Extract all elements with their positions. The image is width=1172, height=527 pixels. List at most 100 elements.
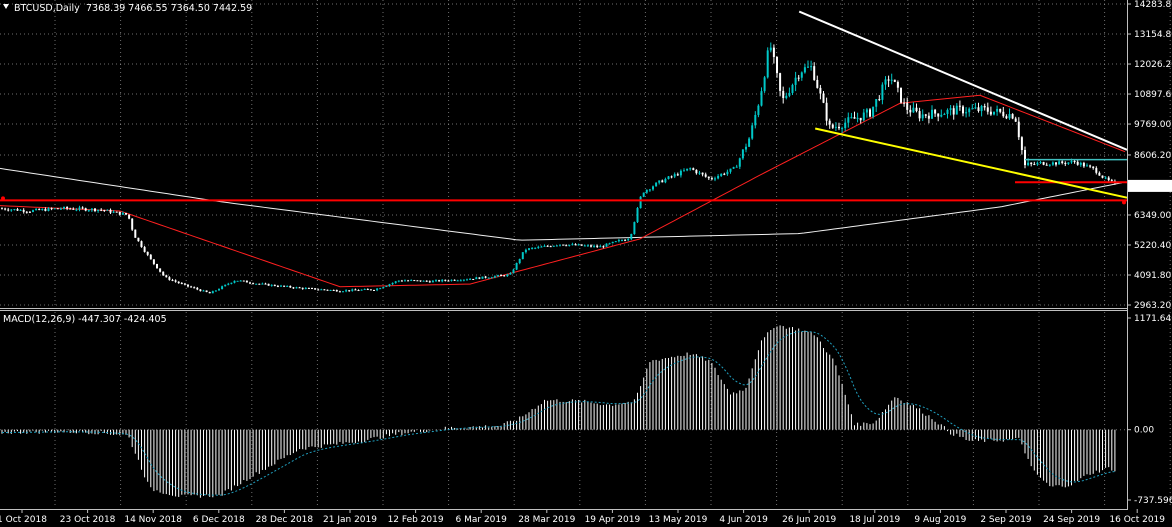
- candle-body: [838, 126, 840, 129]
- candle-body: [239, 280, 242, 282]
- candle-body: [586, 245, 589, 247]
- candle-body: [602, 246, 605, 248]
- candle-body: [968, 108, 971, 113]
- candle-body: [100, 209, 103, 211]
- candle-body: [915, 107, 918, 112]
- candle-body: [642, 192, 645, 197]
- candle-body: [751, 125, 754, 139]
- candle-body: [66, 206, 69, 209]
- candle-body: [447, 280, 450, 282]
- candle-body: [974, 107, 977, 109]
- time-tick-label: 23 Oct 2018: [60, 515, 116, 525]
- candle-body: [878, 99, 881, 101]
- candle-body: [884, 79, 887, 85]
- candle-body: [301, 287, 304, 289]
- candle-body: [1, 208, 3, 210]
- candle-body: [670, 176, 673, 178]
- candle-body: [360, 289, 363, 291]
- candle-body: [596, 245, 599, 247]
- candle-body: [1089, 165, 1092, 167]
- candle-body: [295, 287, 298, 289]
- candle-body: [924, 114, 927, 116]
- collapse-arrow-icon[interactable]: [3, 4, 9, 9]
- candle-body: [524, 249, 527, 253]
- candle-body: [797, 77, 800, 79]
- candle-body: [183, 283, 186, 285]
- candle-body: [776, 56, 778, 74]
- candle-body: [249, 282, 251, 284]
- candle-body: [236, 280, 239, 282]
- time-tick-label: 6 Dec 2018: [193, 515, 245, 525]
- macd-tick-label: 1171.646: [1134, 314, 1172, 324]
- candle-body: [152, 259, 155, 264]
- candle-body: [518, 259, 521, 264]
- candle-body: [627, 239, 630, 241]
- candle-body: [230, 282, 233, 284]
- candle-body: [376, 288, 379, 291]
- candle-body: [937, 113, 940, 117]
- candle-body: [503, 275, 506, 277]
- candle-body: [847, 117, 850, 123]
- candle-body: [500, 275, 503, 277]
- candle-body: [658, 180, 661, 183]
- candle-body: [19, 209, 22, 211]
- candle-body: [509, 273, 512, 275]
- candle-body: [177, 281, 180, 284]
- candle-body: [109, 209, 112, 213]
- candle-body: [583, 245, 586, 247]
- candle-body: [326, 289, 329, 291]
- candle-body: [497, 275, 499, 277]
- candle-body: [844, 122, 847, 129]
- candle-body: [763, 77, 766, 92]
- price-tick-label: 8606.20: [1134, 151, 1171, 161]
- candle-body: [41, 209, 44, 211]
- candle-body: [893, 79, 896, 82]
- candle-body: [782, 90, 785, 99]
- candle-body: [568, 244, 571, 246]
- candle-body: [599, 246, 602, 248]
- candle-body: [872, 106, 875, 117]
- candle-body: [267, 283, 270, 286]
- candle-body: [940, 114, 943, 117]
- price-tick-label: 2963.20: [1134, 301, 1171, 311]
- trend-lines[interactable]: [0, 10, 1128, 205]
- candle-body: [156, 263, 158, 269]
- candle-body: [366, 289, 369, 291]
- candle-body: [363, 289, 366, 291]
- candle-body: [196, 287, 199, 290]
- candle-body: [348, 290, 351, 292]
- candle-body: [137, 237, 140, 242]
- candle-body: [766, 50, 769, 78]
- candle-body: [422, 280, 425, 282]
- time-tick-label: 14 Nov 2018: [124, 515, 182, 525]
- candle-body: [97, 209, 100, 212]
- candle-body: [338, 291, 341, 293]
- candle-body: [270, 284, 273, 286]
- candle-body: [394, 281, 397, 283]
- symbol-label: BTCUSD,Daily: [14, 3, 80, 14]
- candle-body: [214, 290, 217, 292]
- candle-body: [1011, 114, 1014, 119]
- candle-body: [255, 283, 258, 285]
- candle-body: [639, 196, 642, 209]
- candle-body: [490, 277, 493, 279]
- candle-body: [59, 208, 62, 210]
- candle-body: [400, 280, 403, 282]
- candle-body: [971, 108, 974, 110]
- candle-body: [388, 284, 391, 286]
- candle-body: [112, 211, 115, 213]
- candle-body: [1030, 162, 1033, 165]
- candle-body: [397, 280, 400, 282]
- candle-body: [323, 289, 326, 291]
- candle-body: [233, 280, 236, 283]
- candle-body: [853, 117, 856, 119]
- candle-body: [174, 280, 177, 282]
- candle-body: [90, 208, 93, 211]
- last-price-marker: [1128, 179, 1172, 192]
- candle-body: [565, 245, 568, 247]
- candle-body: [16, 209, 19, 211]
- candle-body: [676, 174, 679, 176]
- time-tick-label: 9 Aug 2019: [914, 515, 966, 525]
